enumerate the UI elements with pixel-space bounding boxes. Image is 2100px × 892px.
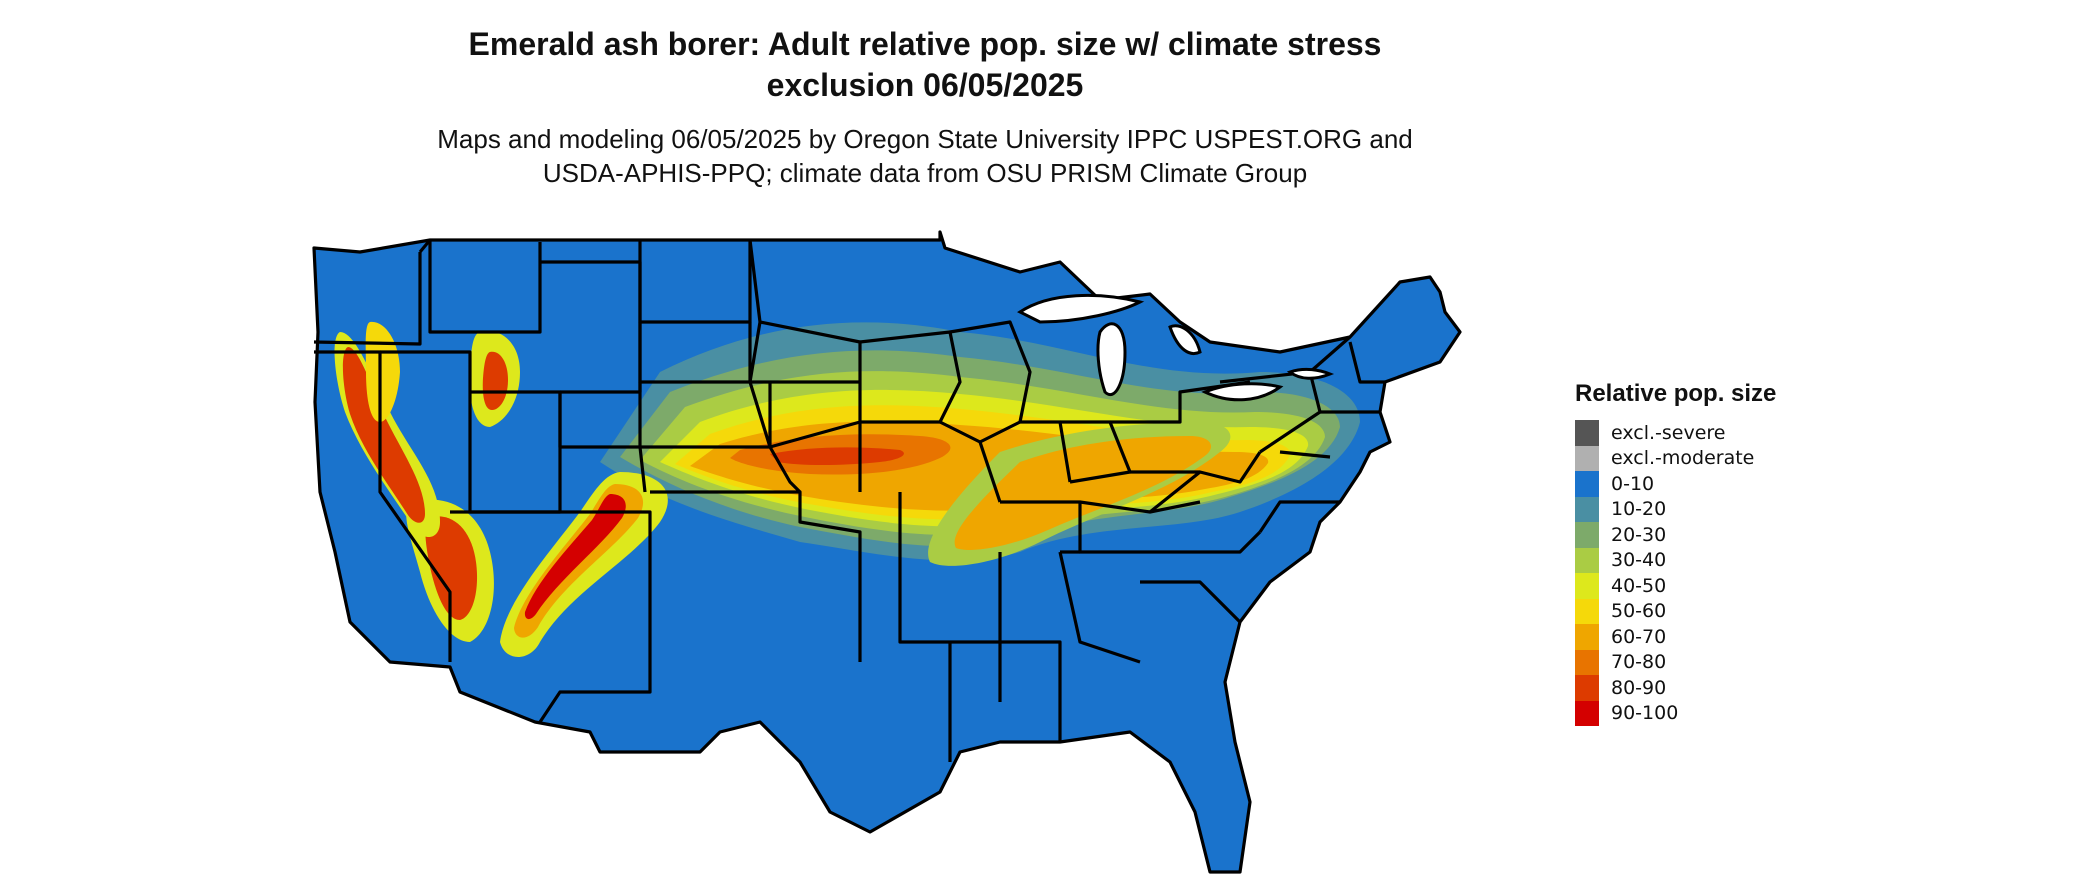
legend-title: Relative pop. size <box>1575 380 1777 407</box>
legend-label: 40-50 <box>1611 574 1667 597</box>
legend-swatch-30-40 <box>1575 547 1599 573</box>
state-borders <box>312 230 1462 874</box>
band-80-90 <box>770 447 904 465</box>
legend-item-70-80: 70-80 <box>1575 649 1776 675</box>
map-legend: Relative pop. size excl.-severe excl.-mo… <box>1575 380 1776 726</box>
legend-item-excl-severe: excl.-severe <box>1575 420 1776 446</box>
legend-label: 70-80 <box>1611 651 1667 674</box>
sw-band-90-100 <box>524 494 626 620</box>
legend-item-40-50: 40-50 <box>1575 573 1776 599</box>
legend-swatch-90-100 <box>1575 700 1599 726</box>
legend-swatch-0-10 <box>1575 471 1599 497</box>
legend-label: 60-70 <box>1611 625 1667 648</box>
legend-item-50-60: 50-60 <box>1575 598 1776 624</box>
subtitle-line-2: USDA-APHIS-PPQ; climate data from OSU PR… <box>542 158 1308 188</box>
legend-swatch-20-30 <box>1575 522 1599 548</box>
legend-swatch-70-80 <box>1575 649 1599 675</box>
legend-item-10-20: 10-20 <box>1575 496 1776 522</box>
legend-item-90-100: 90-100 <box>1575 700 1776 726</box>
az-band-80-90 <box>425 516 478 620</box>
legend-label: 30-40 <box>1611 549 1667 572</box>
legend-item-30-40: 30-40 <box>1575 547 1776 573</box>
ca-band-80-90 <box>342 347 425 523</box>
legend-swatch-50-60 <box>1575 598 1599 624</box>
legend-item-80-90: 80-90 <box>1575 675 1776 701</box>
map-title: Emerald ash borer: Adult relative pop. s… <box>0 24 1850 106</box>
legend-item-60-70: 60-70 <box>1575 624 1776 650</box>
app-band-60-70 <box>954 436 1212 550</box>
nv-patch <box>365 321 400 422</box>
legend-label: 50-60 <box>1611 600 1667 623</box>
legend-swatch-excl-severe <box>1575 420 1599 446</box>
title-line-2: exclusion 06/05/2025 <box>766 67 1084 103</box>
legend-swatch-40-50 <box>1575 573 1599 599</box>
legend-item-20-30: 20-30 <box>1575 522 1776 548</box>
legend-label: excl.-moderate <box>1611 447 1755 470</box>
subtitle-line-1: Maps and modeling 06/05/2025 by Oregon S… <box>437 124 1413 154</box>
legend-swatch-excl-moderate <box>1575 445 1599 471</box>
legend-swatch-60-70 <box>1575 624 1599 650</box>
legend-label: 90-100 <box>1611 702 1679 725</box>
title-line-1: Emerald ash borer: Adult relative pop. s… <box>468 26 1382 62</box>
ut-patch-hot <box>482 351 508 410</box>
legend-item-excl-moderate: excl.-moderate <box>1575 445 1776 471</box>
legend-label: 80-90 <box>1611 676 1667 699</box>
legend-label: excl.-severe <box>1611 421 1726 444</box>
legend-label: 0-10 <box>1611 472 1655 495</box>
legend-swatch-80-90 <box>1575 675 1599 701</box>
us-map <box>312 230 1462 874</box>
legend-label: 20-30 <box>1611 523 1667 546</box>
legend-item-0-10: 0-10 <box>1575 471 1776 497</box>
legend-swatch-10-20 <box>1575 496 1599 522</box>
legend-label: 10-20 <box>1611 498 1667 521</box>
great-lakes <box>1017 293 1335 402</box>
map-subtitle: Maps and modeling 06/05/2025 by Oregon S… <box>0 122 1850 190</box>
